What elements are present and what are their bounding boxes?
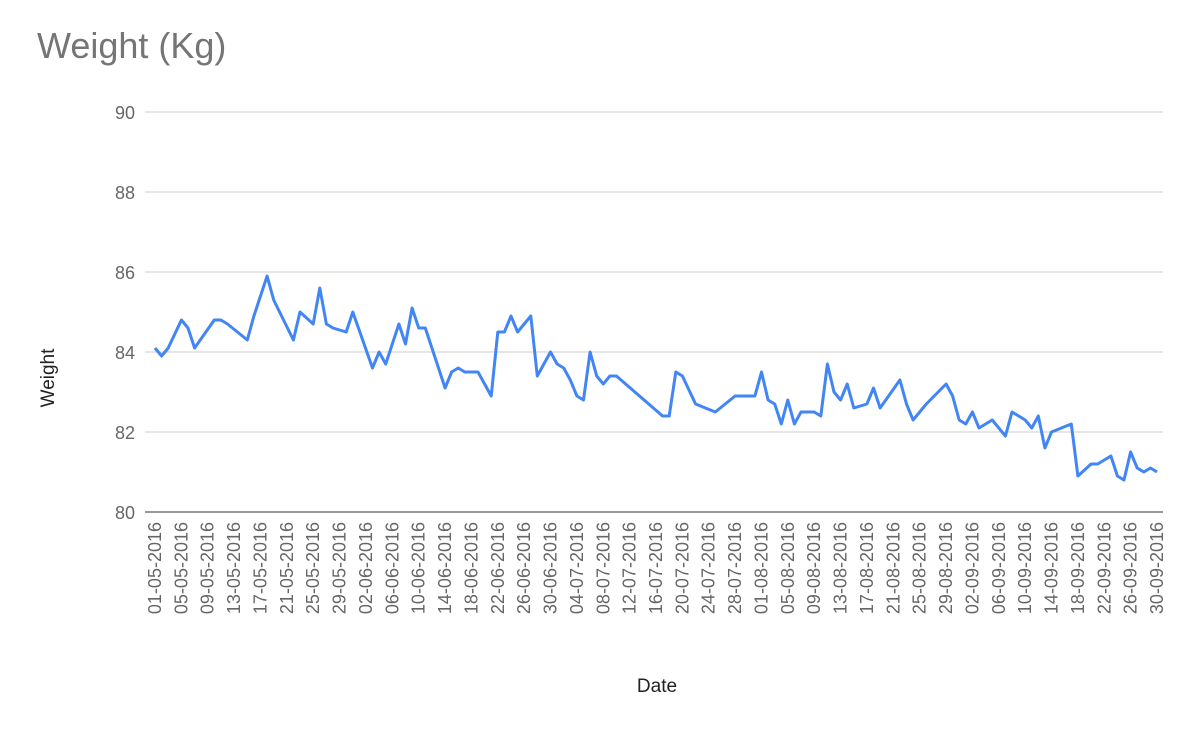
- x-tick-label: 30-06-2016: [541, 522, 561, 614]
- y-tick-label: 84: [115, 343, 135, 363]
- x-tick-label: 24-07-2016: [699, 522, 719, 614]
- x-tick-label: 08-07-2016: [593, 522, 613, 614]
- x-tick-label: 14-09-2016: [1042, 522, 1062, 614]
- x-tick-label: 10-09-2016: [1015, 522, 1035, 614]
- x-tick-label: 05-05-2016: [171, 522, 191, 614]
- x-tick-label: 02-09-2016: [962, 522, 982, 614]
- x-tick-label: 22-09-2016: [1094, 522, 1114, 614]
- x-tick-label: 25-08-2016: [910, 522, 930, 614]
- x-tick-label: 13-05-2016: [224, 522, 244, 614]
- x-tick-label: 29-08-2016: [936, 522, 956, 614]
- x-tick-label: 18-09-2016: [1068, 522, 1088, 614]
- x-tick-label: 21-08-2016: [883, 522, 903, 614]
- y-tick-label: 90: [115, 103, 135, 123]
- y-tick-label: 80: [115, 503, 135, 523]
- x-tick-label: 16-07-2016: [646, 522, 666, 614]
- x-tick-label: 09-08-2016: [804, 522, 824, 614]
- x-tick-label: 25-05-2016: [303, 522, 323, 614]
- x-tick-label: 17-05-2016: [250, 522, 270, 614]
- chart-title: Weight (Kg): [37, 25, 226, 66]
- x-tick-label: 26-09-2016: [1121, 522, 1141, 614]
- y-tick-label: 86: [115, 263, 135, 283]
- x-axis-label: Date: [637, 676, 677, 697]
- x-tick-label: 01-05-2016: [145, 522, 165, 614]
- x-tick-label: 12-07-2016: [620, 522, 640, 614]
- x-tick-label: 14-06-2016: [435, 522, 455, 614]
- x-tick-label: 22-06-2016: [488, 522, 508, 614]
- x-tick-label: 28-07-2016: [725, 522, 745, 614]
- x-tick-label: 30-09-2016: [1147, 522, 1167, 614]
- y-tick-label: 88: [115, 183, 135, 203]
- x-tick-label: 05-08-2016: [778, 522, 798, 614]
- x-tick-label: 06-09-2016: [989, 522, 1009, 614]
- x-tick-label: 13-08-2016: [831, 522, 851, 614]
- x-tick-label: 21-05-2016: [277, 522, 297, 614]
- y-axis-label: Weight: [38, 348, 59, 408]
- x-tick-label: 20-07-2016: [672, 522, 692, 614]
- x-tick-label: 26-06-2016: [514, 522, 534, 614]
- x-tick-label: 09-05-2016: [198, 522, 218, 614]
- x-tick-label: 01-08-2016: [751, 522, 771, 614]
- x-tick-label: 02-06-2016: [356, 522, 376, 614]
- data-line: [153, 274, 1158, 482]
- x-tick-label: 29-05-2016: [330, 522, 350, 614]
- x-tick-label: 04-07-2016: [567, 522, 587, 614]
- y-tick-label: 82: [115, 423, 135, 443]
- x-tick-label: 17-08-2016: [857, 522, 877, 614]
- x-tick-label: 18-06-2016: [461, 522, 481, 614]
- x-tick-label: 10-06-2016: [409, 522, 429, 614]
- x-tick-label: 06-06-2016: [382, 522, 402, 614]
